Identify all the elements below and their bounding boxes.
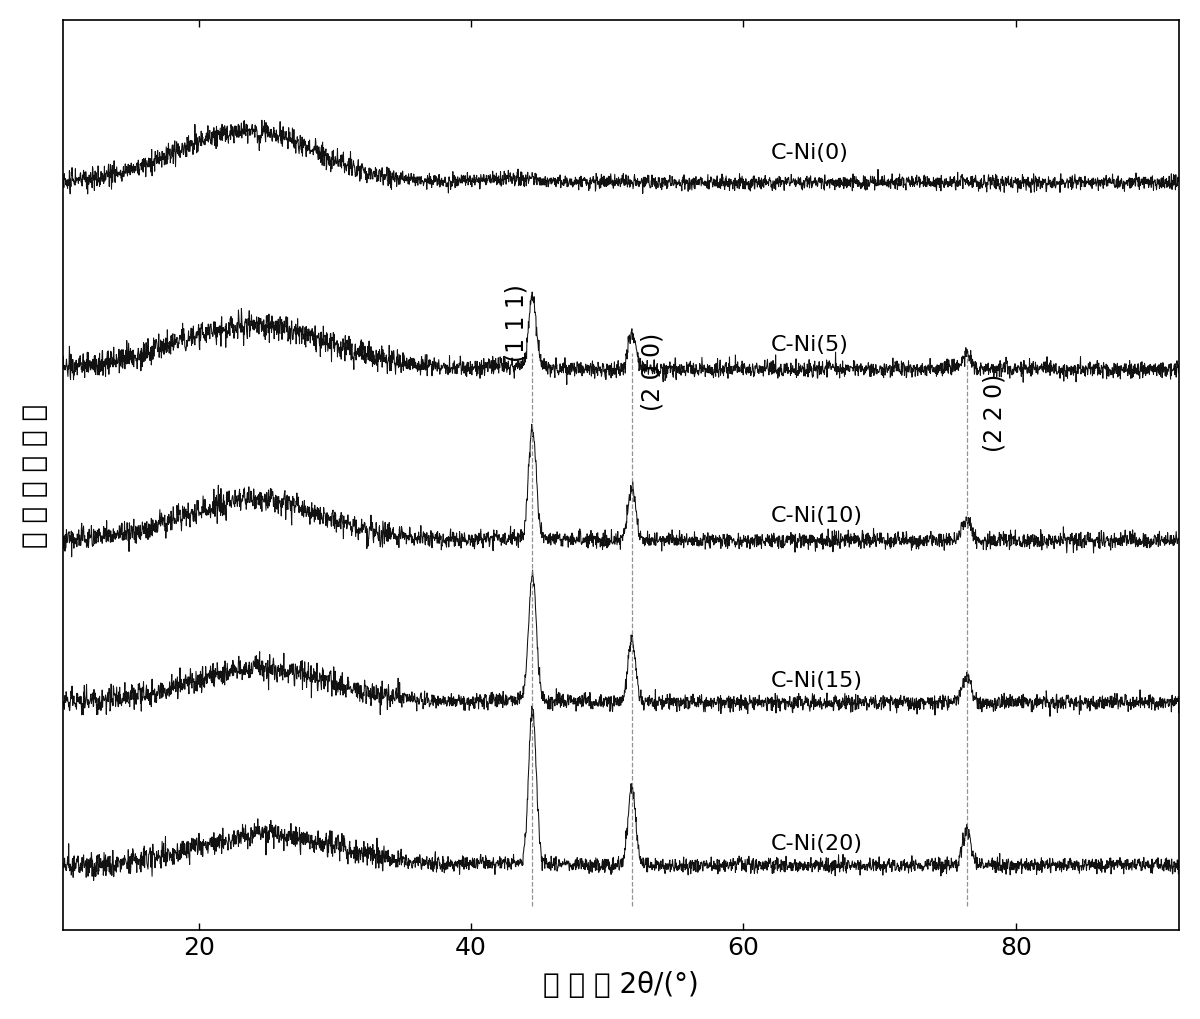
Text: (2 2 0): (2 2 0): [982, 373, 1006, 451]
Text: C-Ni(0): C-Ni(0): [770, 143, 848, 163]
Text: C-Ni(15): C-Ni(15): [770, 671, 863, 691]
Text: C-Ni(5): C-Ni(5): [770, 334, 848, 355]
Y-axis label: 相 对 衍 射 强 度: 相 对 衍 射 强 度: [20, 404, 49, 547]
X-axis label: 衍 射 角 2θ/(°): 衍 射 角 2θ/(°): [544, 970, 698, 999]
Text: (1 1 1): (1 1 1): [504, 284, 528, 362]
Text: (2 0 0): (2 0 0): [641, 332, 665, 411]
Text: C-Ni(10): C-Ni(10): [770, 505, 863, 525]
Text: C-Ni(20): C-Ni(20): [770, 834, 863, 853]
